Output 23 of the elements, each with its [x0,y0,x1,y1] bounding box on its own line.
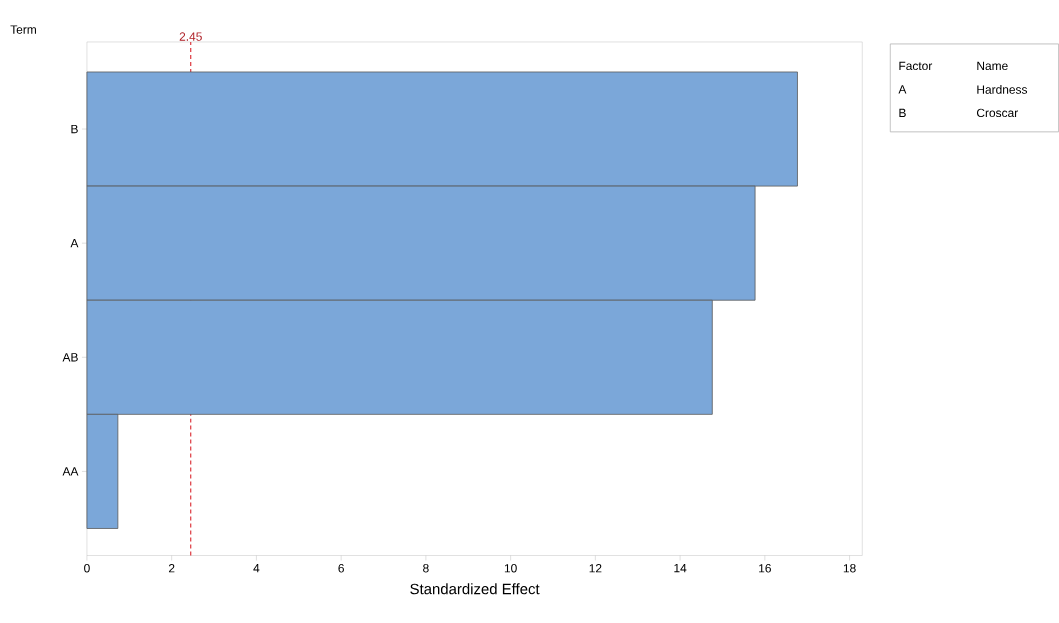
text: B [899,108,906,117]
ref-line-label: 2.45 [179,32,202,41]
y-axis-title: Term [10,25,36,34]
text: Name [977,61,1008,70]
x-tick-label: 10 [504,563,517,573]
text: Hardness [977,84,1028,94]
x-tick-label: 2 [168,563,175,573]
x-axis-title: Standardized Effect [410,583,540,595]
y-tick-label: B [71,124,78,133]
text: A [898,85,907,94]
y-tick-label: AB [62,352,78,362]
y-tick-label: A [70,238,79,248]
x-tick-label: 0 [84,563,90,573]
text: Factor [899,61,933,70]
x-tick-label: 6 [338,563,344,573]
y-tick-label: AA [62,467,79,476]
text: Croscar [976,108,1018,117]
x-tick-label: 18 [843,563,856,573]
x-tick-label: 14 [674,563,687,573]
x-tick-label: 4 [253,563,260,573]
x-tick-label: 12 [589,563,602,573]
x-tick-label: 16 [759,563,771,573]
x-tick-label: 8 [423,563,429,573]
